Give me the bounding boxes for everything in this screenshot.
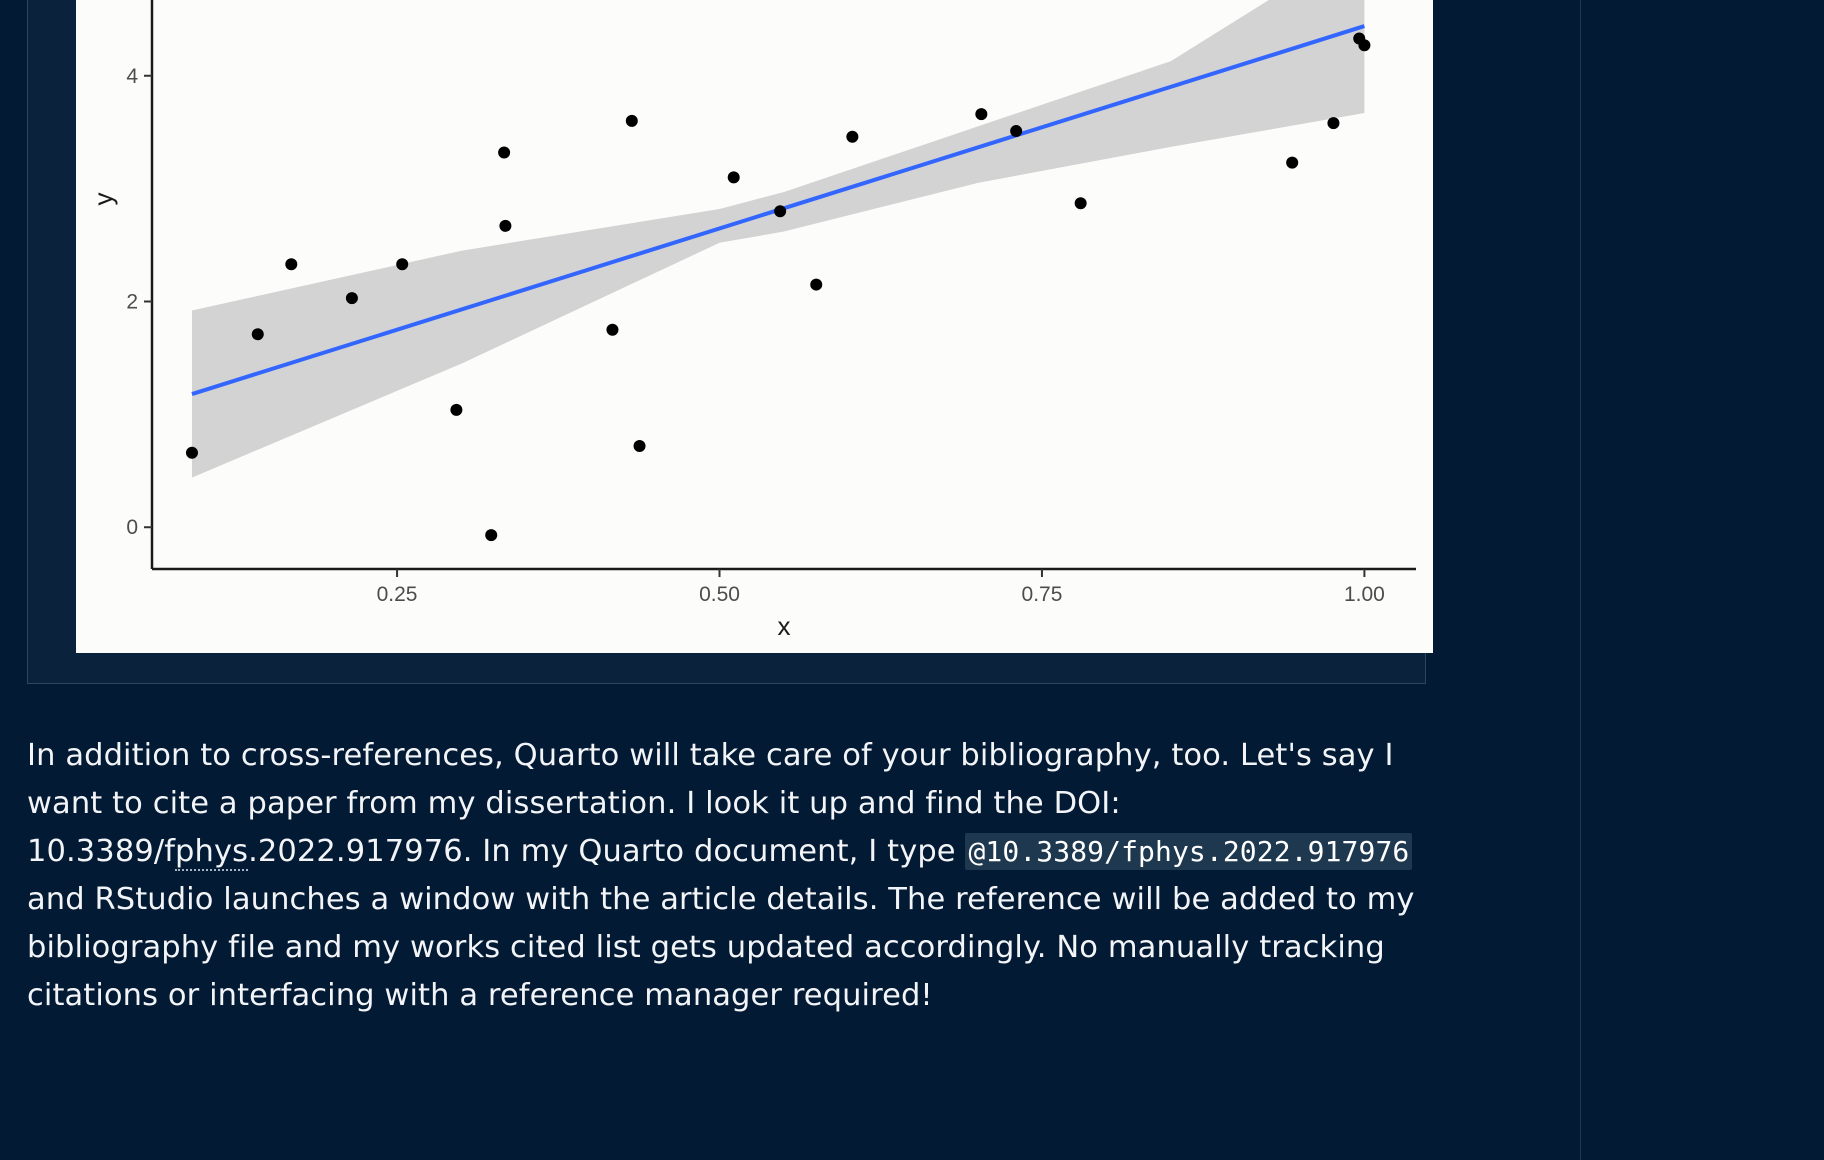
doi-link[interactable]: 10.3389/fphys.2022.917976 (27, 834, 463, 871)
data-point-6 (450, 403, 463, 416)
data-point-16 (846, 130, 859, 143)
sidebar-divider (1580, 0, 1581, 1160)
x-tick-label-4: 1.00 (1344, 583, 1385, 606)
x-axis-title: x (778, 611, 791, 641)
data-point-9 (499, 219, 512, 232)
data-point-7 (485, 529, 498, 542)
data-point-15 (810, 278, 823, 291)
data-point-12 (633, 439, 646, 452)
data-point-1 (185, 446, 198, 459)
data-point-14 (774, 205, 787, 218)
data-point-4 (345, 292, 358, 305)
data-point-2 (251, 328, 264, 341)
data-point-8 (498, 146, 511, 159)
y-tick-label-3: 4 (126, 65, 138, 88)
plot-area: 0.25 0.50 0.75 1.00 0 2 4 x y (76, 0, 1433, 653)
figure-panel: 0.25 0.50 0.75 1.00 0 2 4 x y (27, 0, 1433, 684)
paragraph-text-2: . In my Quarto document, I type (462, 834, 966, 869)
paragraph-text-3: and RStudio launches a window with the a… (27, 882, 1415, 1013)
data-point-13 (727, 171, 740, 184)
data-point-5 (396, 258, 409, 271)
doi-suffix: .2022.917976 (248, 834, 463, 869)
data-point-19 (1074, 197, 1087, 210)
scatter-plot-svg: 0.25 0.50 0.75 1.00 0 2 4 x y (88, 0, 1416, 641)
y-tick-label-1: 0 (126, 516, 138, 539)
x-tick-label-3: 0.75 (1022, 583, 1063, 606)
data-point-23 (1358, 39, 1371, 52)
x-tick-label-1: 0.25 (377, 583, 418, 606)
y-tick-label-2: 2 (126, 290, 138, 313)
doi-abbreviation: phys (175, 834, 249, 871)
data-point-17 (975, 108, 988, 121)
x-tick-label-2: 0.50 (699, 583, 740, 606)
data-point-11 (625, 114, 638, 127)
citation-code: @10.3389/fphys.2022.917976 (965, 833, 1413, 870)
data-point-21 (1327, 117, 1340, 130)
doi-prefix: 10.3389/f (27, 834, 176, 869)
paragraph-text-1: In addition to cross-references, Quarto … (27, 738, 1394, 821)
data-point-3 (285, 258, 298, 271)
data-point-20 (1286, 156, 1299, 169)
confidence-band (191, 0, 1365, 478)
data-point-10 (606, 323, 619, 336)
data-point-18 (1010, 125, 1023, 138)
y-axis-title: y (88, 193, 118, 206)
body-paragraph: In addition to cross-references, Quarto … (27, 732, 1447, 1020)
